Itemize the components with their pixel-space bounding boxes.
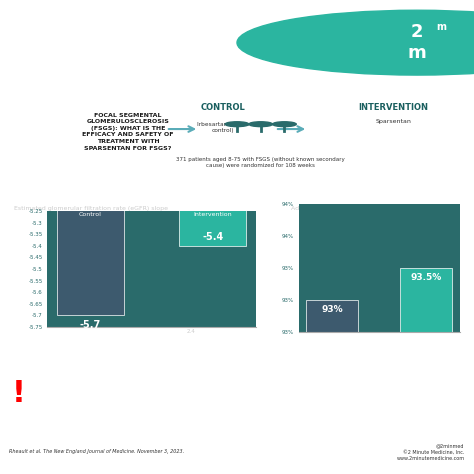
Text: CONTROL: CONTROL [201,103,245,112]
Text: Irbesartan (active
control): Irbesartan (active control) [197,122,249,134]
Text: m: m [436,22,446,32]
Text: FOCAL SEGMENTAL
GLOMERULOSCLEROSIS
(FSGS): WHAT IS THE
EFFICACY AND SAFETY OF
TR: FOCAL SEGMENTAL GLOMERULOSCLEROSIS (FSGS… [82,112,174,151]
Bar [179,0,246,246]
Text: Rheault et al. The New England Journal of Medicine. November 3, 2023.: Rheault et al. The New England Journal o… [9,449,184,455]
Circle shape [273,122,296,127]
Text: 95% CI -1.7 to
2.4: 95% CI -1.7 to 2.4 [187,323,226,334]
Text: Sparsentan: Sparsentan [375,119,411,124]
Text: Control: Control [79,212,102,217]
Text: 2: 2 [411,23,423,41]
Bar [306,300,358,474]
Text: 371 patients aged 8-75 with FSGS (without known secondary
cause) were randomized: 371 patients aged 8-75 with FSGS (withou… [176,157,345,168]
Text: -5.4: -5.4 [202,232,223,242]
Text: 93%: 93% [321,305,343,314]
Y-axis label: Percentage of patients: Percentage of patients [274,240,279,296]
Bar [57,0,124,316]
Text: Between-
group
difference: Between- group difference [14,323,50,339]
Text: PRIMARY EFFICACY END POINT: PRIMARY EFFICACY END POINT [14,190,182,200]
Text: m: m [408,44,427,62]
Y-axis label: eGFR slope (ml/min/1.73
m²/year): eGFR slope (ml/min/1.73 m²/year) [15,239,26,299]
Text: Sparsentan versus Irbesartan in Focal
Segmental Glomerulosclerosis: Sparsentan versus Irbesartan in Focal Se… [9,22,325,55]
Text: -5.7: -5.7 [80,320,101,330]
Text: !: ! [12,379,26,408]
Text: Adverse events: Adverse events [291,206,339,210]
Text: Among patients with FSGS, there were no significant between-
group differences i: Among patients with FSGS, there were no … [113,383,399,404]
Text: 93.5%: 93.5% [411,273,442,282]
Text: 0.3 ml/minute per
1.73 m² of body-
surface area per year: 0.3 ml/minute per 1.73 m² of body- surfa… [82,323,158,342]
Text: @2minmed
©2 Minute Medicine, Inc.
www.2minutemedicine.com: @2minmed ©2 Minute Medicine, Inc. www.2m… [396,443,465,461]
Text: Intervention: Intervention [193,212,232,217]
Text: Estimated glomerular filtration rate (eGFR) slope: Estimated glomerular filtration rate (eG… [14,206,168,210]
Text: SAFETY: SAFETY [291,190,332,200]
Circle shape [237,10,474,75]
Bar [401,268,453,474]
Text: INTERVENTION: INTERVENTION [358,103,428,112]
Circle shape [225,122,249,127]
Circle shape [249,122,273,127]
